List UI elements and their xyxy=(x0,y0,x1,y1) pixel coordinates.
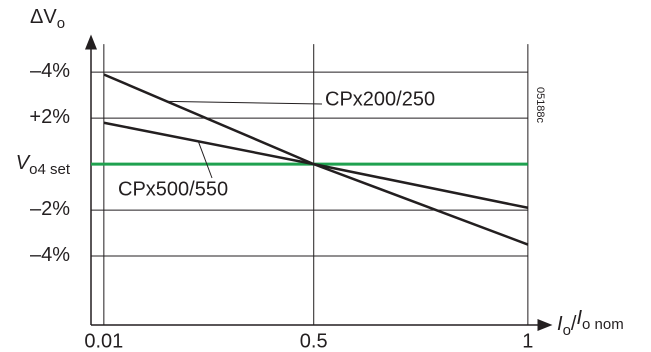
y-tick-text: –4% xyxy=(30,244,70,266)
x-axis-title-text: I xyxy=(576,307,582,329)
x-axis-title-sub: o nom xyxy=(582,316,624,333)
x-axis-title-sub: o xyxy=(563,322,571,339)
y-axis-title-sub: o xyxy=(57,15,65,32)
y-axis-title-text: ΔV xyxy=(30,6,57,28)
series-label: CPx200/250 xyxy=(325,88,435,110)
y-tick-label: –4% xyxy=(30,60,70,82)
y-axis-title: ΔVo xyxy=(30,6,65,32)
y-tick-label: –2% xyxy=(30,198,70,220)
leader-line xyxy=(166,100,323,105)
y-tick-label: Vo4 set xyxy=(16,152,71,178)
y-tick-text: +2% xyxy=(29,106,70,128)
y-tick-text: –4% xyxy=(30,60,70,82)
y-tick-text: –2% xyxy=(30,198,70,220)
x-axis-title-text: / xyxy=(571,313,577,335)
y-tick-text: V xyxy=(16,152,31,174)
x-tick-label: 1 xyxy=(522,330,533,352)
y-tick-label: +2% xyxy=(29,106,70,128)
x-tick-label: 0.5 xyxy=(300,330,328,352)
leader-line xyxy=(197,141,213,179)
y-tick-sub: o4 set xyxy=(29,161,71,178)
x-tick-label: 0.01 xyxy=(84,330,123,352)
series-label: CPx500/550 xyxy=(118,178,228,200)
x-axis-title-text: I xyxy=(557,313,563,335)
series-line xyxy=(103,121,529,210)
x-axis-title: Io/Io nom xyxy=(557,307,624,339)
annotation: 05188c xyxy=(534,87,546,124)
series-line xyxy=(103,73,529,246)
y-tick-label: –4% xyxy=(30,244,70,266)
